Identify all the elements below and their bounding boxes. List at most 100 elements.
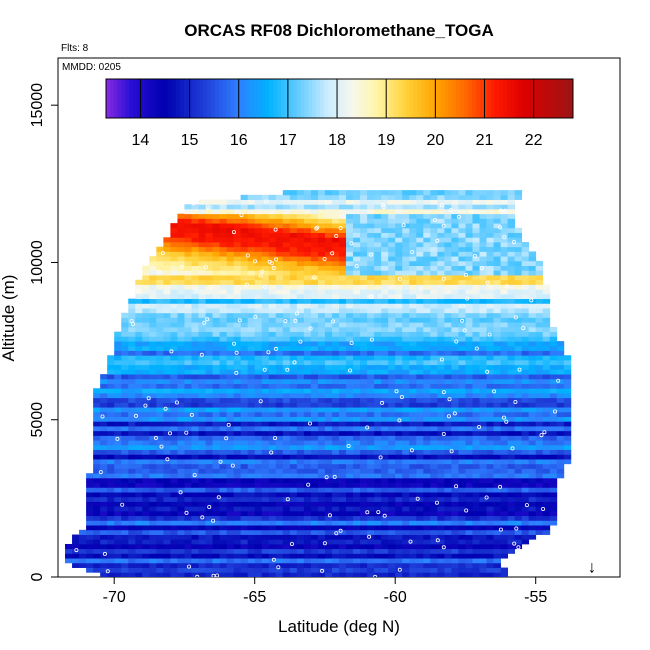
- heatmap-cell: [479, 411, 487, 417]
- heatmap-cell: [437, 270, 445, 276]
- heatmap-cell: [451, 492, 459, 498]
- heatmap-cell: [268, 402, 277, 408]
- heatmap-cell: [479, 543, 487, 550]
- heatmap-cell: [331, 369, 340, 375]
- heatmap-cell: [254, 341, 263, 347]
- heatmap-cell: [254, 548, 263, 554]
- heatmap-cell: [535, 275, 544, 281]
- heatmap-cell: [458, 270, 466, 276]
- heatmap-cell: [226, 232, 235, 238]
- heatmap-cell: [535, 454, 544, 460]
- heatmap-cell: [254, 378, 263, 384]
- heatmap-cell: [451, 529, 459, 535]
- heatmap-cell: [402, 506, 410, 512]
- heatmap-cell: [514, 331, 523, 337]
- heatmap-cell: [374, 355, 382, 361]
- heatmap-cell: [254, 355, 263, 361]
- heatmap-cell: [472, 378, 480, 384]
- heatmap-cell: [374, 548, 382, 554]
- heatmap-cell: [507, 312, 516, 318]
- heatmap-cell: [360, 246, 368, 252]
- heatmap-cell: [268, 411, 277, 417]
- heatmap-cell: [156, 496, 164, 502]
- heatmap-cell: [149, 312, 157, 318]
- heatmap-cell: [212, 440, 220, 446]
- heatmap-cell: [310, 539, 319, 545]
- heatmap-cell: [149, 548, 157, 554]
- heatmap-cell: [444, 331, 452, 337]
- heatmap-cell: [437, 525, 445, 531]
- heatmap-cell: [184, 388, 192, 394]
- heatmap-cell: [409, 482, 417, 488]
- heatmap-cell: [93, 449, 101, 455]
- heatmap-cell: [423, 402, 431, 408]
- heatmap-cell: [275, 364, 284, 370]
- heatmap-cell: [268, 194, 277, 200]
- heatmap-cell: [381, 317, 389, 323]
- heatmap-cell: [198, 204, 206, 210]
- heatmap-cell: [296, 227, 305, 233]
- heatmap-cell: [184, 336, 192, 342]
- heatmap-cell: [346, 194, 354, 200]
- heatmap-cell: [465, 525, 473, 531]
- heatmap-cell: [514, 298, 523, 304]
- heatmap-cell: [521, 411, 530, 417]
- heatmap-cell: [395, 449, 403, 455]
- heatmap-cell: [324, 572, 333, 577]
- heatmap-cell: [296, 411, 305, 417]
- heatmap-cell: [317, 213, 326, 219]
- heatmap-cell: [296, 350, 305, 356]
- heatmap-cell: [388, 237, 396, 243]
- heatmap-cell: [465, 558, 473, 564]
- heatmap-cell: [528, 392, 537, 399]
- heatmap-cell: [142, 392, 150, 399]
- heatmap-cell: [205, 402, 213, 408]
- heatmap-cell: [346, 492, 354, 498]
- heatmap-cell: [275, 275, 284, 281]
- heatmap-cell: [289, 459, 298, 465]
- heatmap-cell: [93, 534, 101, 540]
- heatmap-cell: [128, 312, 136, 318]
- heatmap-cell: [402, 355, 410, 361]
- heatmap-cell: [535, 303, 544, 309]
- heatmap-cell: [324, 355, 333, 361]
- heatmap-cell: [437, 350, 445, 356]
- heatmap-cell: [198, 435, 206, 441]
- heatmap-cell: [409, 317, 417, 323]
- heatmap-cell: [416, 237, 424, 243]
- heatmap-cell: [339, 411, 347, 417]
- heatmap-cell: [353, 218, 361, 224]
- heatmap-cell: [486, 350, 494, 356]
- heatmap-cell: [317, 317, 326, 323]
- heatmap-cell: [346, 421, 354, 427]
- heatmap-cell: [254, 487, 263, 493]
- heatmap-cell: [346, 383, 354, 389]
- heatmap-cell: [191, 303, 199, 309]
- heatmap-cell: [465, 312, 473, 318]
- heatmap-cell: [149, 369, 157, 375]
- heatmap-cell: [528, 374, 537, 380]
- heatmap-cell: [353, 345, 361, 351]
- heatmap-cell: [226, 350, 235, 356]
- heatmap-cell: [563, 388, 572, 394]
- heatmap-cell: [402, 388, 410, 394]
- heatmap-cell: [212, 237, 220, 243]
- heatmap-cell: [233, 279, 242, 285]
- heatmap-cell: [444, 308, 452, 314]
- heatmap-cell: [528, 435, 537, 441]
- heatmap-cell: [409, 204, 417, 210]
- heatmap-cell: [486, 459, 494, 465]
- heatmap-cell: [317, 477, 326, 484]
- heatmap-cell: [549, 426, 558, 432]
- heatmap-cell: [121, 572, 129, 577]
- heatmap-cell: [121, 355, 129, 361]
- heatmap-cell: [198, 525, 206, 531]
- heatmap-cell: [360, 242, 368, 248]
- heatmap-cell: [423, 397, 431, 403]
- heatmap-cell: [556, 454, 565, 460]
- heatmap-cell: [261, 421, 270, 427]
- heatmap-cell: [507, 454, 516, 460]
- heatmap-cell: [360, 355, 368, 361]
- heatmap-cell: [444, 270, 452, 276]
- heatmap-cell: [163, 473, 171, 479]
